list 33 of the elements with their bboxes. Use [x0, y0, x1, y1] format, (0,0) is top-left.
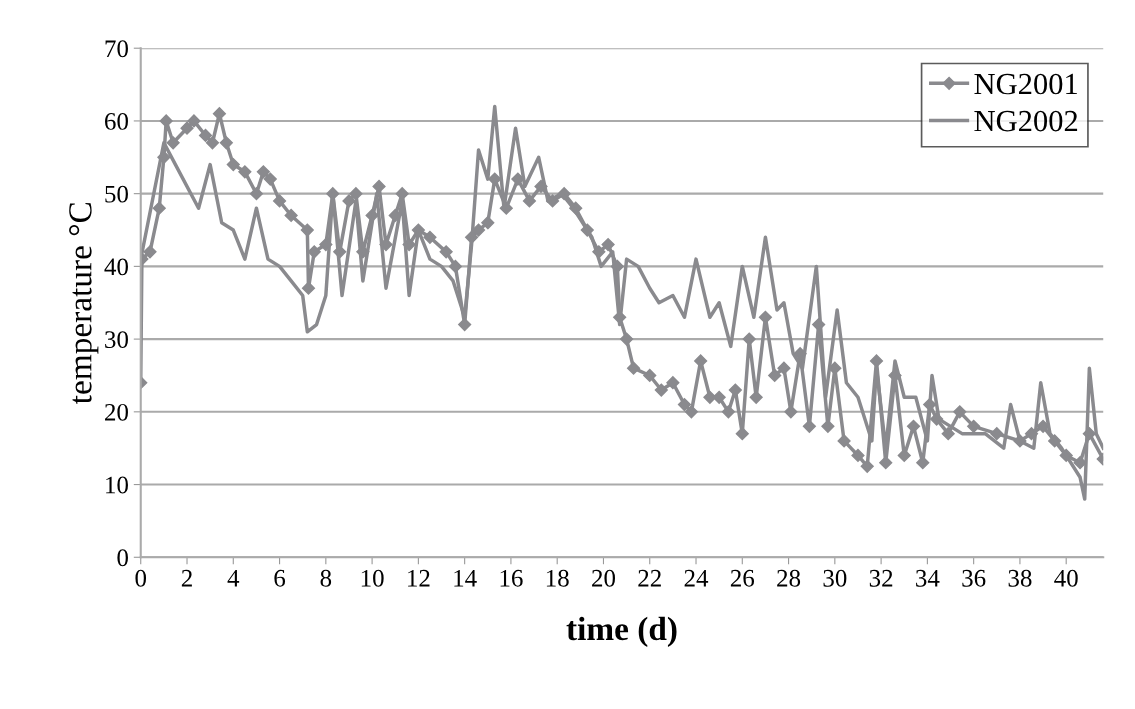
y-axis-title: temperature °C: [69, 203, 99, 404]
y-tick-label: 60: [105, 112, 128, 130]
y-tick-label: 70: [105, 40, 128, 58]
x-tick-label: 18: [546, 569, 569, 587]
x-tick-label: 16: [500, 569, 523, 587]
x-tick-label: 6: [274, 569, 286, 587]
y-tick-label: 10: [106, 476, 128, 494]
x-tick-label: 10: [361, 569, 384, 587]
x-tick-label: 4: [227, 569, 240, 587]
x-tick-label: 14: [454, 569, 477, 587]
x-tick-label: 34: [916, 569, 940, 587]
x-tick-label: 2: [181, 569, 192, 587]
y-tick-label: 50: [105, 185, 128, 203]
x-tick-label: 0: [135, 569, 147, 587]
x-tick-label: 26: [730, 569, 755, 587]
legend-label: NG2001: [974, 73, 1077, 95]
x-tick-label: 28: [777, 569, 801, 587]
x-tick-label: 20: [592, 569, 616, 587]
x-tick-label: 12: [408, 569, 430, 587]
y-tick-label: 0: [117, 549, 128, 567]
x-tick-label: 32: [869, 569, 893, 587]
x-axis-title: time (d): [566, 616, 677, 647]
y-tick-label: 40: [104, 258, 128, 276]
y-tick-label: 20: [105, 403, 128, 421]
x-tick-label: 8: [320, 569, 332, 587]
x-tick-label: 38: [1008, 569, 1032, 587]
x-tick-label: 22: [638, 569, 661, 587]
y-tick-label: 30: [105, 331, 128, 349]
x-tick-label: 40: [1054, 569, 1078, 587]
x-tick-label: 36: [962, 569, 986, 587]
legend-label: NG2002: [974, 110, 1078, 132]
x-tick-label: 30: [823, 569, 847, 587]
x-tick-label: 24: [684, 569, 709, 587]
